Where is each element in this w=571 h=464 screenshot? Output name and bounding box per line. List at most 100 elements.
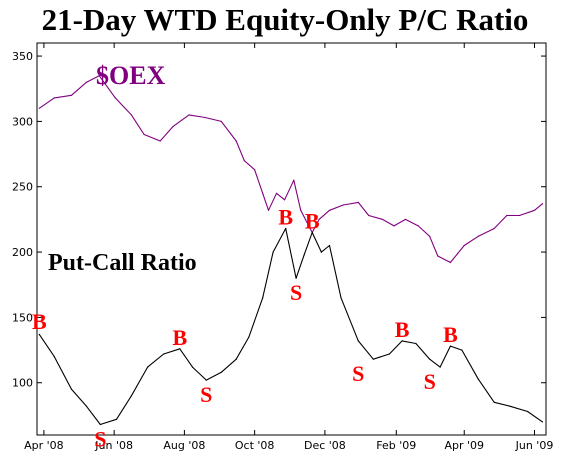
put-call-ratio-point <box>262 297 264 299</box>
plot-frame <box>36 42 547 436</box>
oex-point <box>357 201 359 203</box>
oex-point <box>463 244 465 247</box>
oex-point <box>437 255 439 257</box>
oex-point <box>404 218 407 220</box>
oex-point <box>300 209 302 211</box>
oex-line <box>38 75 543 264</box>
oex-point <box>204 116 206 119</box>
oex-point <box>53 97 55 99</box>
oex-point <box>284 199 286 201</box>
put-call-ratio-point <box>449 345 451 347</box>
x-axis: Apr '08 Jun '08 Aug '08 Oct '08 Dec '08 Feb '… <box>24 43 553 452</box>
put-call-ratio-point <box>191 366 194 368</box>
put-call-ratio-point <box>357 340 359 342</box>
put-call-ratio-point <box>272 251 274 253</box>
oex-point <box>506 214 508 217</box>
sell-signal-marker: S <box>352 361 364 386</box>
put-call-ratio-point <box>415 342 417 345</box>
put-call-ratio-point <box>248 336 250 338</box>
buy-signal-marker: B <box>443 322 458 347</box>
x-tick-label: Dec '08 <box>304 439 346 452</box>
oex-point <box>493 227 495 230</box>
oex-point <box>318 218 320 220</box>
put-call-ratio-point <box>130 395 132 397</box>
put-call-ratio-point <box>179 348 181 350</box>
oex-point <box>328 209 331 211</box>
sell-signal-marker: S <box>290 280 302 305</box>
put-call-ratio-point <box>320 251 322 253</box>
put-call-ratio-point <box>328 244 331 247</box>
oex-point <box>188 114 190 116</box>
put-call-ratio-point <box>439 366 441 368</box>
put-call-ratio-point <box>429 358 431 360</box>
put-call-ratio-point <box>99 423 101 426</box>
x-tick-label: Oct '08 <box>235 439 275 452</box>
x-tick-label: Jun '09 <box>515 439 554 452</box>
oex-point <box>243 160 245 162</box>
sell-signal-marker: S <box>94 427 106 452</box>
buy-signal-marker: B <box>172 325 187 350</box>
put-call-ratio-point <box>401 340 403 342</box>
put-call-ratio-point <box>541 421 544 423</box>
chart-title: 21-Day WTD Equity-Only P/C Ratio <box>42 2 529 37</box>
put-call-ratio-point <box>493 401 495 403</box>
buy-signal-marker: B <box>278 205 293 230</box>
put-call-ratio-point <box>85 405 88 407</box>
put-call-ratio-point <box>527 410 529 413</box>
oex-point <box>533 209 536 211</box>
oex-point <box>342 204 344 206</box>
put-call-ratio-point <box>220 371 222 373</box>
put-call-ratio-point <box>38 333 40 335</box>
oex-point <box>477 235 479 237</box>
x-tick-label: Aug '08 <box>163 439 205 452</box>
x-tick-label: Jun '08 <box>94 439 133 452</box>
put-call-ratio-point <box>311 231 313 234</box>
put-call-ratio-point <box>340 297 342 299</box>
oex-point <box>518 214 521 217</box>
x-tick-label: Feb '09 <box>376 439 416 452</box>
put-call-ratio-point <box>147 366 149 368</box>
oex-point <box>114 97 116 99</box>
sell-signal-marker: S <box>200 382 212 407</box>
put-call-ratio-line <box>38 227 543 426</box>
sell-signal-marker: S <box>424 369 436 394</box>
buy-signal-marker: B <box>305 208 320 233</box>
put-call-ratio-point <box>115 418 118 420</box>
put-call-ratio-point <box>70 388 73 390</box>
oex-point <box>449 261 451 264</box>
oex-point <box>70 94 73 96</box>
oex-point <box>262 192 264 194</box>
y-tick-label: 350 <box>12 50 33 63</box>
y-tick-label: 100 <box>12 377 33 390</box>
put-call-ratio-point <box>295 277 297 279</box>
put-call-ratio-point <box>461 349 463 351</box>
oex-point <box>275 192 278 194</box>
oex-point <box>143 133 145 136</box>
put-call-ratio-point <box>388 353 390 355</box>
oex-point <box>393 225 395 227</box>
oex-point <box>172 126 174 128</box>
put-call-ratio-point <box>303 254 305 256</box>
oex-point <box>220 120 222 122</box>
oex-point <box>541 203 544 205</box>
oex-point <box>417 225 419 227</box>
oex-point <box>293 179 295 181</box>
put-call-series-label: Put-Call Ratio <box>48 250 197 276</box>
y-tick-label: 300 <box>12 115 33 128</box>
oex-point <box>98 75 100 77</box>
oex-point <box>235 140 237 142</box>
buy-signal-marker: B <box>32 309 47 334</box>
buy-signal-marker: B <box>395 317 410 342</box>
put-call-ratio-point <box>205 379 207 381</box>
oex-point <box>159 140 161 142</box>
oex-point <box>254 169 256 171</box>
x-tick-label: Apr '08 <box>24 439 64 452</box>
series-group <box>38 75 544 426</box>
y-tick-label: 200 <box>12 246 33 259</box>
oex-point <box>429 235 431 237</box>
put-call-ratio-point <box>477 378 479 380</box>
y-tick-label: 250 <box>12 181 33 194</box>
y-tick-label: 150 <box>12 311 33 324</box>
